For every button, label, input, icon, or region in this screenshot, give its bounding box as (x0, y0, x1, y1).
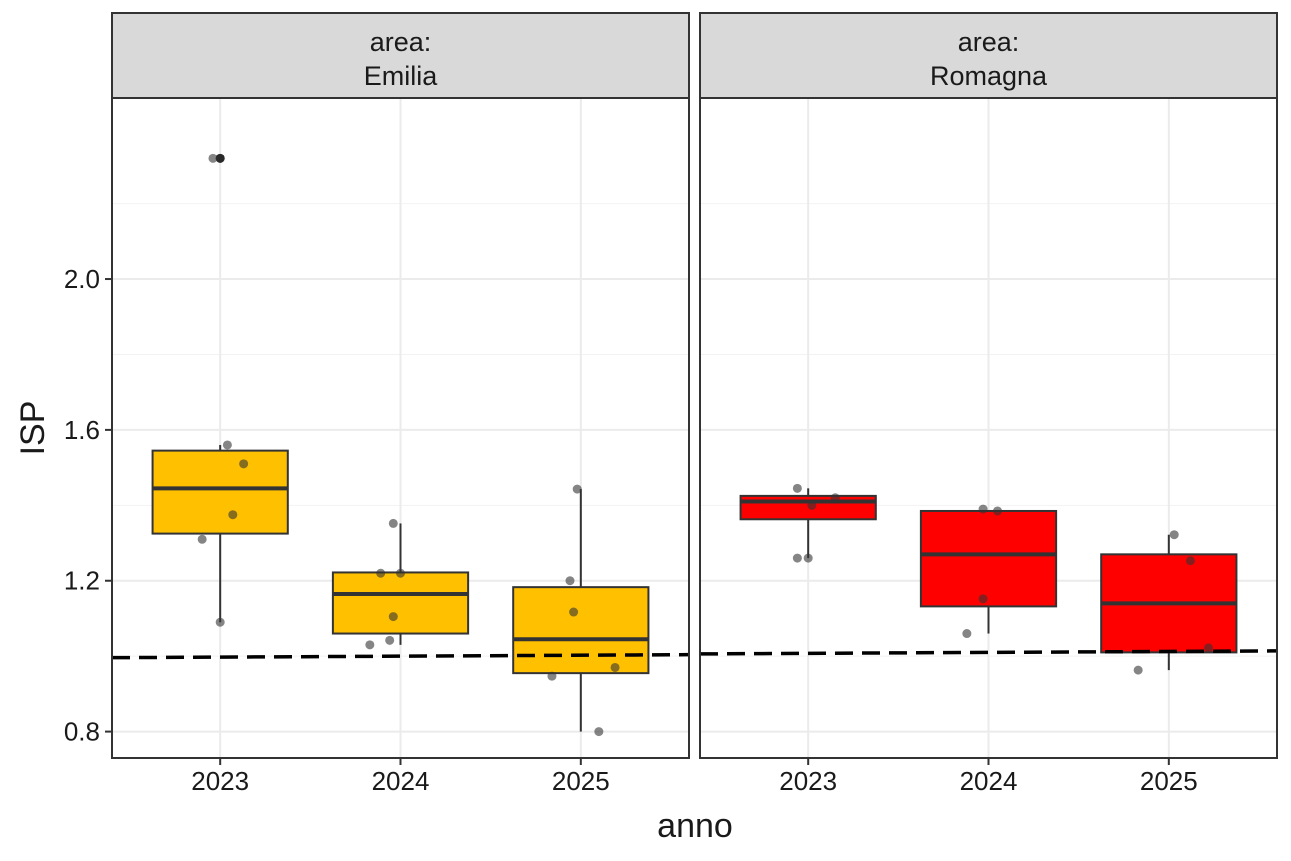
x-tick-label: 2023 (191, 766, 249, 796)
data-point (215, 153, 225, 163)
box-2024 (331, 523, 470, 645)
data-point (993, 506, 1003, 516)
x-tick-label: 2023 (779, 766, 837, 796)
y-axis-title: ISP (14, 401, 52, 456)
data-point (396, 568, 405, 578)
box-rect (512, 586, 650, 675)
box-rect (919, 509, 1058, 608)
data-point (978, 504, 988, 514)
data-point (385, 635, 395, 645)
data-point (1169, 530, 1179, 540)
data-point (388, 612, 398, 622)
data-point (978, 594, 988, 604)
data-point (565, 576, 575, 586)
data-point (208, 153, 218, 163)
facet-emilia: area: Emilia 2023 2024 2025 0.8 1.2 1.6 2.0 (64, 12, 690, 796)
strip-label-line1: area: (370, 27, 432, 57)
strip-background (111, 12, 690, 99)
data-point (1185, 556, 1195, 566)
box-2023 (151, 444, 289, 623)
data-point (388, 518, 398, 528)
data-point (547, 671, 557, 681)
facet-strip: area: Romagna (699, 12, 1278, 99)
data-point (215, 617, 225, 627)
strip-label-line1: area: (958, 27, 1020, 57)
y-tick-label: 1.6 (64, 415, 100, 445)
reference-line (699, 649, 1278, 656)
box-rect (151, 449, 289, 535)
data-point (228, 510, 238, 520)
y-tick-label: 1.2 (64, 566, 100, 596)
strip-background (699, 12, 1278, 99)
x-tick-label: 2024 (372, 766, 430, 796)
box-2025 (512, 489, 650, 732)
facet-strip: area: Emilia (111, 12, 690, 99)
x-axis-title: anno (657, 807, 733, 845)
data-point (222, 440, 232, 450)
y-tick-label: 2.0 (64, 264, 100, 294)
data-point (792, 483, 802, 493)
data-point (239, 459, 249, 469)
strip-label-line2: Emilia (364, 61, 438, 91)
data-point (569, 607, 579, 617)
data-point (1203, 643, 1213, 653)
data-point (572, 484, 582, 494)
strip-label-line2: Romagna (930, 61, 1048, 91)
data-point (594, 727, 604, 737)
y-tick-label: 0.8 (64, 717, 100, 747)
data-point (962, 629, 972, 639)
box-2025 (1100, 534, 1238, 671)
data-point (830, 493, 840, 503)
data-point (376, 568, 386, 578)
data-point (610, 662, 620, 672)
box-2024 (919, 509, 1058, 634)
data-point (803, 553, 813, 563)
data-point (792, 553, 802, 563)
data-point (807, 500, 817, 510)
facet-romagna: area: Romagna 2023 2024 2025 (699, 12, 1278, 796)
reference-line (111, 652, 690, 660)
data-point (1133, 665, 1143, 675)
box-rect (331, 571, 470, 635)
x-tick-label: 2025 (1140, 766, 1198, 796)
data-point (365, 640, 375, 650)
data-point (197, 534, 207, 544)
x-tick-label: 2024 (960, 766, 1018, 796)
x-tick-label: 2025 (552, 766, 610, 796)
